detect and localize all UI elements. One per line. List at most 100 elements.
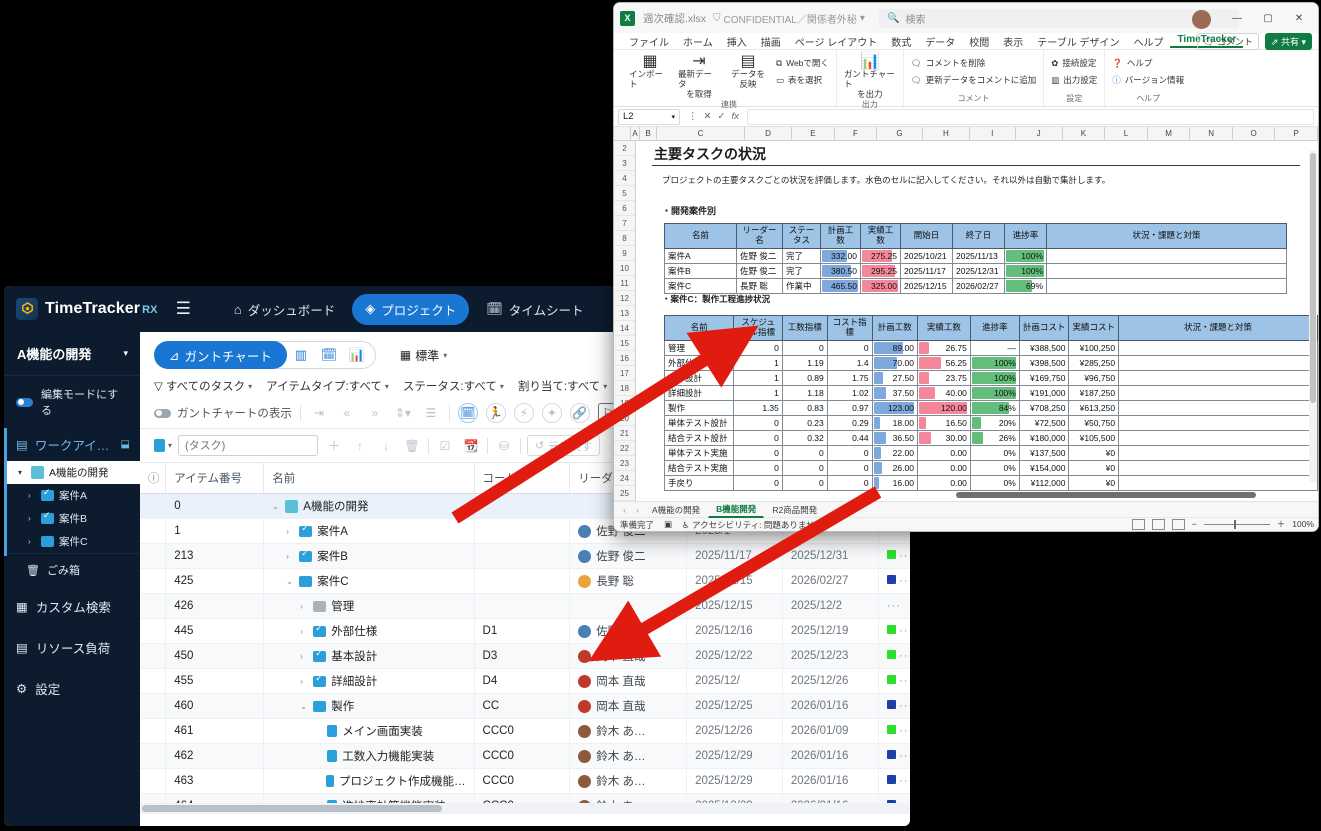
ribbon-tab-表示[interactable]: 表示 xyxy=(1003,37,1024,49)
sidebar-project-selector[interactable]: A機能の開発 ▾ xyxy=(4,332,140,376)
row-header-11[interactable]: 11 xyxy=(614,276,635,291)
sheet-canvas[interactable]: 主要タスクの状況 プロジェクトの主要タスクごとの状況を評価します。水色のセルに記… xyxy=(636,141,1318,503)
add-workitem-icon[interactable]: ⬓ xyxy=(120,439,130,450)
help-button[interactable]: ❓ ヘルプ xyxy=(1112,57,1184,69)
ribbon-tab-ファイル[interactable]: ファイル xyxy=(629,37,669,49)
filter-item-type[interactable]: アイテムタイプ:すべて ▾ xyxy=(266,378,389,394)
more-icon[interactable]: ··· xyxy=(898,725,910,737)
vertical-scrollbar[interactable] xyxy=(1309,151,1317,483)
maximize-button[interactable]: ▢ xyxy=(1263,12,1273,24)
table-row[interactable]: 結合テスト実施 0 0 0 26.00 0.00 0% ¥154,000 ¥0 xyxy=(663,459,1318,476)
column-header-K[interactable]: K xyxy=(1063,127,1106,140)
col-code[interactable]: コード xyxy=(474,463,571,494)
task-type-selector[interactable]: ▾ xyxy=(154,439,172,452)
column-header-E[interactable]: E xyxy=(792,127,835,140)
undo-button[interactable]: ↺ 元に戻す xyxy=(527,435,601,456)
version-info-button[interactable]: ⓘ バージョン情報 xyxy=(1112,74,1184,86)
page-layout-view-icon[interactable] xyxy=(1151,518,1165,530)
resource-icon[interactable]: 🏃 xyxy=(485,403,506,423)
select-table-button[interactable]: ▭ 表を選択 xyxy=(776,74,829,86)
column-header-L[interactable]: L xyxy=(1105,127,1148,140)
table-row[interactable]: 製作 1.35 0.83 0.97 123.00 120.00 84% ¥708,250 ¥61… xyxy=(663,399,1318,416)
more-icon[interactable]: ··· xyxy=(898,550,910,562)
name-box[interactable]: L2 ▾ xyxy=(618,108,680,125)
critical-path-icon[interactable]: ⚡ xyxy=(513,403,534,423)
scrollbar-thumb[interactable] xyxy=(1310,153,1316,403)
row-header-14[interactable]: 14 xyxy=(614,321,635,336)
baseline-icon[interactable]: ✦ xyxy=(541,403,562,423)
ribbon-tab-ホーム[interactable]: ホーム xyxy=(683,37,713,49)
row-header-22[interactable]: 22 xyxy=(614,441,635,456)
zoom-slider[interactable] xyxy=(1203,519,1270,529)
ribbon-tab-ヘルプ[interactable]: ヘルプ xyxy=(1133,37,1164,49)
table-row[interactable]: 462 工数入力機能実装 CCC0 鈴木 あ… 2025/12/29 2026/01/16… xyxy=(140,743,910,769)
row-header-23[interactable]: 23 xyxy=(614,456,635,471)
table-row[interactable]: 単体テスト実施 0 0 0 22.00 0.00 0% ¥137,500 ¥0 xyxy=(663,444,1318,461)
chevron-right-icon[interactable]: › xyxy=(300,651,303,661)
hamburger-menu-icon[interactable]: ☰ xyxy=(175,299,191,318)
board-icon[interactable]: ▥ xyxy=(294,347,308,362)
more-icon[interactable]: ··· xyxy=(898,625,910,637)
zoom-in-icon[interactable]: ＋ xyxy=(1276,519,1286,529)
row-header-18[interactable]: 18 xyxy=(614,381,635,396)
ribbon-tab-ページ レイアウト[interactable]: ページ レイアウト xyxy=(794,37,878,49)
filter-status[interactable]: ステータス:すべて ▾ xyxy=(403,378,504,394)
cell-memo[interactable] xyxy=(1118,369,1318,386)
avatar[interactable] xyxy=(1192,9,1211,29)
search-box[interactable]: 🔍 検索 xyxy=(879,9,1239,28)
table-row[interactable]: 結合テスト設計 0 0.32 0.44 36.50 30.00 26% ¥180,000 ¥10… xyxy=(663,429,1318,446)
row-header-6[interactable]: 6 xyxy=(614,201,635,216)
chevron-down-icon[interactable]: ⌄ xyxy=(286,576,293,586)
scrollbar-thumb[interactable] xyxy=(956,492,1256,498)
formula-input[interactable] xyxy=(746,108,1314,125)
expand-all-icon[interactable]: » xyxy=(371,406,379,420)
worksheet[interactable]: 2 3 4 5 6 7 8 9 10 11 12 13 14 15 16 17 18 19 20 21 22 23 24 25… xyxy=(614,141,1318,503)
row-header-4[interactable]: 4 xyxy=(614,171,635,186)
more-icon[interactable]: ··· xyxy=(898,675,910,687)
cell-memo[interactable] xyxy=(1118,444,1318,461)
comments-button[interactable]: 🗨 コメント xyxy=(1196,32,1259,50)
sidebar-item-workitem[interactable]: ▤ ワークアイ… ⬓ xyxy=(4,428,140,461)
chevron-right-icon[interactable]: › xyxy=(286,551,289,561)
prev-sheet-icon[interactable]: ‹ xyxy=(623,504,626,515)
share-button[interactable]: ⇗ 共有 ▾ xyxy=(1264,32,1312,50)
layout-selector[interactable]: ▦ 標準 ▾ xyxy=(400,347,447,364)
column-header-A[interactable]: A xyxy=(631,127,641,140)
row-header-19[interactable]: 19 xyxy=(614,396,635,411)
level-icon[interactable]: ☰ xyxy=(425,406,437,420)
horizontal-scrollbar[interactable] xyxy=(140,803,910,814)
tree-node-case-c[interactable]: › 案件C xyxy=(4,530,140,553)
filter-all-tasks[interactable]: ▽ すべてのタスク ▾ xyxy=(154,378,252,394)
cell-memo[interactable] xyxy=(1118,429,1318,446)
link-icon[interactable]: 🔗 xyxy=(569,403,590,423)
column-header-M[interactable]: M xyxy=(1148,127,1191,140)
schedule-task-icon[interactable]: 📆 xyxy=(463,438,479,453)
zoom-out-icon[interactable]: − xyxy=(1191,519,1197,529)
tree-node-root[interactable]: ▾ A機能の開発 xyxy=(4,461,140,484)
ribbon-tab-テーブル デザイン[interactable]: テーブル デザイン xyxy=(1037,37,1120,49)
cell-memo[interactable] xyxy=(1046,262,1287,279)
table-row[interactable]: 案件A 佐野 俊二 完了 332.00 275.25 2025/10/21 2025/11/… xyxy=(664,247,1287,264)
view-mode-gantt[interactable]: ⊿ ガントチャート xyxy=(154,341,287,369)
minimize-button[interactable]: — xyxy=(1232,12,1242,24)
row-header-10[interactable]: 10 xyxy=(614,261,635,276)
ribbon-tab-データ[interactable]: データ xyxy=(925,37,956,49)
add-comment-button[interactable]: 🗨 更新データをコメントに追加 xyxy=(911,74,1036,86)
confirm-icon[interactable]: ✓ xyxy=(717,111,726,122)
calendar-icon[interactable]: 🗓 xyxy=(320,347,338,362)
column-header-O[interactable]: O xyxy=(1233,127,1276,140)
task-input[interactable] xyxy=(178,435,319,456)
row-header-3[interactable]: 3 xyxy=(614,156,635,171)
more-icon[interactable]: ··· xyxy=(898,750,910,762)
table-row[interactable]: 463 プロジェクト作成機能… CCC0 鈴木 あ… 2025/12/29 2026/01… xyxy=(140,768,910,794)
column-header-N[interactable]: N xyxy=(1190,127,1233,140)
row-header-25[interactable]: 25 xyxy=(614,486,635,501)
add-task-icon[interactable]: ＋ xyxy=(328,439,341,453)
row-header-5[interactable]: 5 xyxy=(614,186,635,201)
table-row[interactable]: 基本設計 1 0.89 1.75 27.50 23.75 100% ¥169,750 ¥96,7… xyxy=(663,369,1318,386)
cell-memo[interactable] xyxy=(1118,459,1318,476)
